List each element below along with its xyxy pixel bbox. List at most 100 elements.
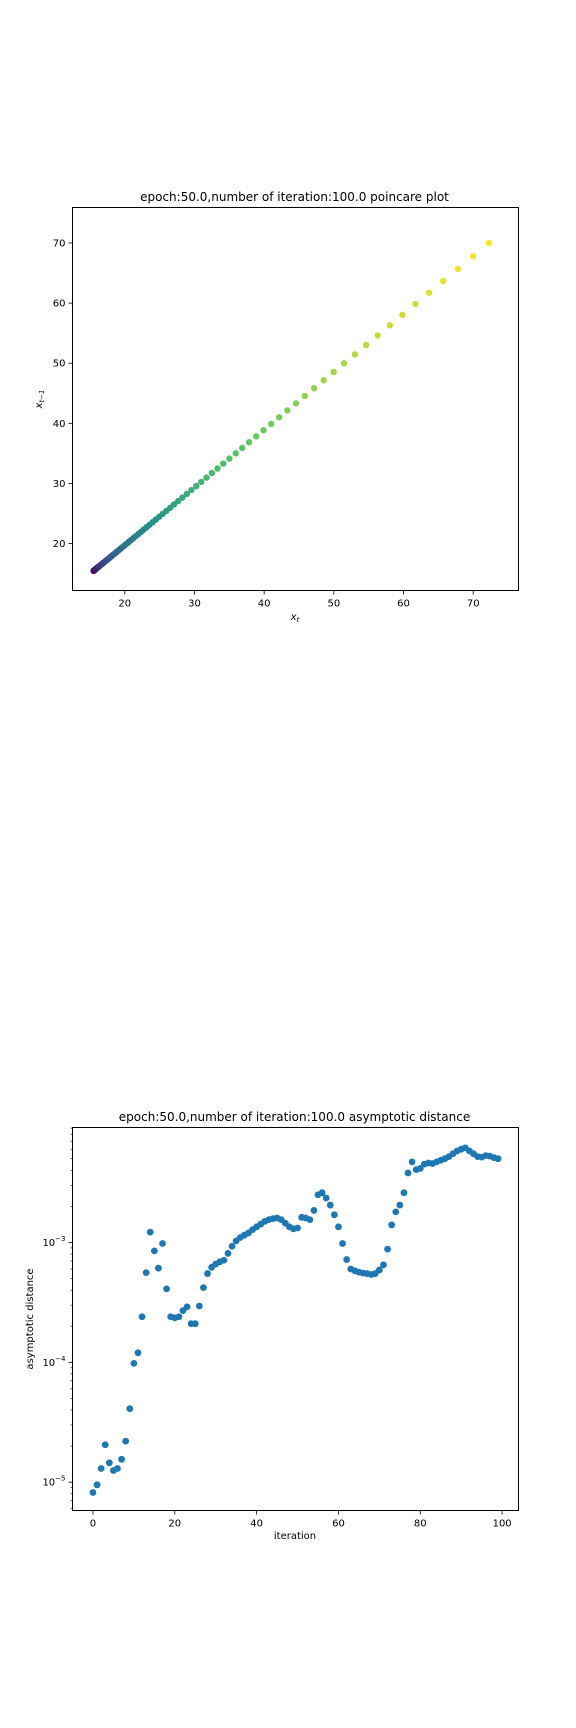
poincare-point (174, 497, 182, 505)
asymptotic-point (183, 1303, 191, 1311)
poincare-y-tick-label: 40 (53, 419, 66, 430)
poincare-point (214, 465, 221, 472)
poincare-point (226, 455, 233, 462)
asymptotic-point (130, 1359, 138, 1367)
asymptotic-point (220, 1256, 228, 1264)
asymptotic-y-tick-label: 10−4 (42, 1355, 66, 1369)
asymptotic-point (375, 1266, 383, 1274)
asymptotic-point (404, 1169, 412, 1177)
asymptotic-x-tick-label: 80 (414, 1519, 427, 1530)
asymptotic-point (224, 1250, 232, 1257)
asymptotic-point (416, 1164, 424, 1172)
asymptotic-point (326, 1201, 334, 1209)
poincare-point (362, 341, 370, 349)
asymptotic-x-axis-label: iteration (274, 1531, 316, 1542)
poincare-x-tick-label: 60 (397, 599, 410, 610)
poincare-point (232, 450, 239, 457)
asymptotic-point (126, 1405, 134, 1413)
poincare-point (193, 482, 200, 490)
poincare-y-tick-label: 60 (53, 299, 66, 310)
asymptotic-axes-frame (72, 1127, 519, 1511)
asymptotic-point (343, 1256, 351, 1263)
asymptotic-x-tick-label: 100 (493, 1519, 512, 1530)
asymptotic-point (310, 1207, 318, 1214)
asymptotic-point (175, 1313, 183, 1321)
poincare-point (301, 392, 309, 400)
poincare-y-tick-label: 50 (53, 359, 66, 370)
asymptotic-point (191, 1320, 199, 1328)
poincare-point (351, 351, 359, 358)
asymptotic-chart-title: epoch:50.0,number of iteration:100.0 asy… (119, 1110, 470, 1124)
poincare-point (203, 474, 210, 481)
asymptotic-point (339, 1240, 346, 1247)
poincare-point (208, 469, 216, 477)
poincare-point (469, 253, 477, 260)
poincare-point (374, 332, 381, 339)
asymptotic-point (195, 1302, 203, 1310)
asymptotic-chart: epoch:50.0,number of iteration:100.0 asy… (25, 1110, 519, 1542)
asymptotic-y-tick-label: 10−5 (42, 1475, 65, 1489)
asymptotic-point (335, 1223, 342, 1231)
poincare-point (179, 494, 186, 501)
asymptotic-point (105, 1459, 113, 1467)
poincare-point (198, 478, 205, 486)
poincare-point (239, 444, 246, 452)
asymptotic-x-tick-label: 0 (90, 1519, 96, 1530)
poincare-point (220, 460, 227, 467)
poincare-point (340, 360, 348, 367)
asymptotic-point (89, 1489, 97, 1496)
asymptotic-x-tick-label: 40 (250, 1519, 263, 1530)
poincare-y-tick-label: 30 (53, 479, 66, 490)
asymptotic-point (400, 1189, 408, 1197)
asymptotic-point (322, 1194, 330, 1202)
poincare-point (267, 420, 275, 428)
poincare-x-tick-label: 30 (188, 599, 201, 610)
asymptotic-point (396, 1201, 404, 1209)
asymptotic-point (118, 1455, 125, 1463)
asymptotic-point (159, 1240, 166, 1247)
asymptotic-point (97, 1465, 105, 1472)
asymptotic-point (384, 1245, 391, 1253)
asymptotic-x-tick-label: 60 (332, 1519, 345, 1530)
poincare-point (330, 368, 337, 376)
poincare-point (320, 377, 327, 384)
poincare-point (284, 407, 291, 414)
poincare-x-tick-label: 40 (258, 599, 271, 610)
asymptotic-point (200, 1284, 207, 1291)
poincare-point (386, 322, 394, 329)
asymptotic-point (93, 1481, 101, 1489)
asymptotic-point (388, 1221, 396, 1229)
poincare-x-tick-label: 50 (327, 599, 340, 610)
asymptotic-point (392, 1208, 400, 1216)
poincare-plot-area (90, 239, 493, 575)
asymptotic-point (101, 1441, 109, 1449)
asymptotic-point (150, 1247, 158, 1255)
poincare-x-tick-label: 70 (467, 599, 480, 610)
asymptotic-axes-ticks: 0 20 40 60 80 100 10−5 10−4 10−3 (42, 1127, 512, 1530)
poincare-point (188, 486, 195, 494)
asymptotic-point (306, 1216, 314, 1224)
asymptotic-plot-area (89, 1144, 502, 1496)
asymptotic-point (134, 1349, 142, 1357)
asymptotic-point (138, 1313, 146, 1321)
poincare-point (412, 300, 419, 308)
poincare-y-tick-label: 70 (53, 238, 66, 249)
poincare-axes-frame (72, 207, 519, 591)
poincare-x-tick-label: 20 (118, 599, 131, 610)
asymptotic-point (408, 1158, 416, 1166)
poincare-y-axis-label: xt−1 (34, 390, 46, 410)
poincare-point (253, 433, 260, 440)
poincare-point (245, 439, 253, 446)
poincare-point (485, 239, 493, 247)
poincare-point (275, 414, 283, 421)
asymptotic-point (228, 1242, 236, 1250)
poincare-axes-ticks: 20 30 40 50 60 70 20 30 40 50 60 70 (53, 238, 480, 609)
asymptotic-point (330, 1211, 338, 1219)
asymptotic-point (318, 1189, 326, 1197)
asymptotic-point (380, 1261, 387, 1269)
poincare-point (310, 385, 318, 392)
asymptotic-point (494, 1155, 502, 1163)
asymptotic-point (163, 1285, 171, 1293)
poincare-point (292, 400, 300, 407)
poincare-chart: epoch:50.0,number of iteration:100.0 poi… (34, 190, 519, 624)
